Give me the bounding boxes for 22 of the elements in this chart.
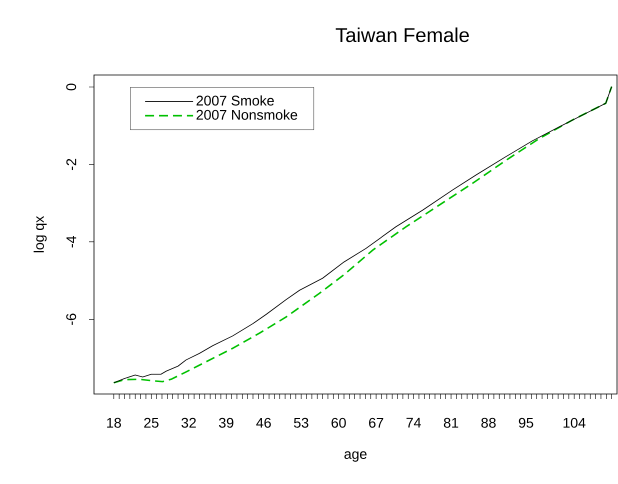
x-tick-label: 74 [406,418,421,428]
y-tick-label: -2 [66,158,76,170]
y-axis-title: log qx [34,216,47,252]
x-tick-label: 88 [481,418,496,428]
x-tick-label: 25 [144,418,158,428]
x-tick-label: 53 [294,418,308,428]
x-tick-label: 104 [564,418,586,428]
x-tick-label: 39 [218,418,234,428]
y-tick-label: 0 [66,84,76,90]
chart-title: Taiwan Female [336,27,469,42]
legend-label: 2007 Smoke [196,95,274,106]
x-tick-label: 67 [369,418,384,428]
y-tick-label: -6 [66,314,76,325]
x-axis-title: age [344,451,367,462]
x-tick-label: 32 [181,418,196,428]
x-tick-label: 46 [256,418,271,428]
x-tick-label: 18 [107,418,121,428]
x-tick-label: 60 [332,418,346,428]
legend-label: 2007 Nonsmoke [196,110,298,120]
x-tick-label: 81 [444,418,458,428]
y-tick-label: -4 [66,236,76,248]
x-tick-label: 95 [518,418,534,428]
